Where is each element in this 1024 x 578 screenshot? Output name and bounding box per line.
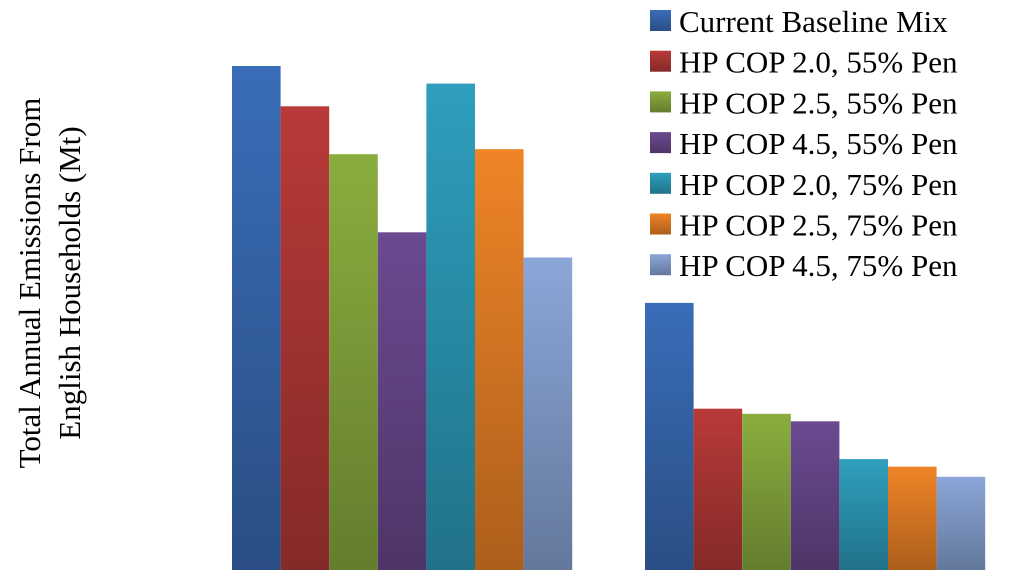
bar-group-1 [232,66,573,571]
bar-group2-series5 [839,459,888,570]
bars [232,66,986,571]
bar-group1-series2 [280,106,330,571]
bar-group1-series1 [232,66,281,570]
bar-group1-series3 [329,154,378,570]
legend-item-3: HP COP 2.5, 55% Pen [650,85,958,120]
legend-item-1: Current Baseline Mix [650,4,948,39]
legend-swatch [650,10,671,31]
legend-swatch [650,91,671,113]
y-axis-label-line1: Total Annual Emissions From [12,98,47,469]
legend-label: HP COP 4.5, 55% Pen [679,126,958,161]
legend-swatch [650,50,671,72]
legend: Current Baseline Mix HP COP 2.0, 55% Pen H… [650,4,958,283]
legend-item-7: HP COP 4.5, 75% Pen [650,248,958,283]
legend-label: Current Baseline Mix [679,4,948,39]
legend-item-4: HP COP 4.5, 55% Pen [650,126,958,161]
legend-swatch [650,172,671,194]
legend-swatch [650,254,671,276]
legend-label: HP COP 2.5, 55% Pen [679,85,958,120]
legend-item-2: HP COP 2.0, 55% Pen [650,45,958,80]
legend-label: HP COP 4.5, 75% Pen [679,248,958,283]
bar-group1-series7 [523,257,573,570]
bar-group1-series6 [475,149,524,570]
legend-swatch [650,213,671,235]
legend-item-6: HP COP 2.5, 75% Pen [650,208,958,243]
y-axis-label-line2: English Households (Mt) [52,126,87,439]
bar-group2-series2 [693,408,743,570]
bar-group1-series5 [426,83,475,570]
legend-swatch [650,132,671,154]
bar-group2-series3 [742,413,791,570]
legend-item-5: HP COP 2.0, 75% Pen [650,167,958,202]
bar-group1-series4 [377,232,427,571]
y-axis-label: Total Annual Emissions From English Hous… [12,98,87,469]
bar-group2-series1 [645,302,694,570]
bar-group2-series7 [936,476,986,570]
legend-label: HP COP 2.5, 75% Pen [679,208,958,243]
legend-label: HP COP 2.0, 75% Pen [679,167,958,202]
legend-label: HP COP 2.0, 55% Pen [679,45,958,80]
bar-group2-series4 [790,421,840,570]
bar-group-2 [645,302,986,570]
bar-group2-series6 [888,466,937,570]
